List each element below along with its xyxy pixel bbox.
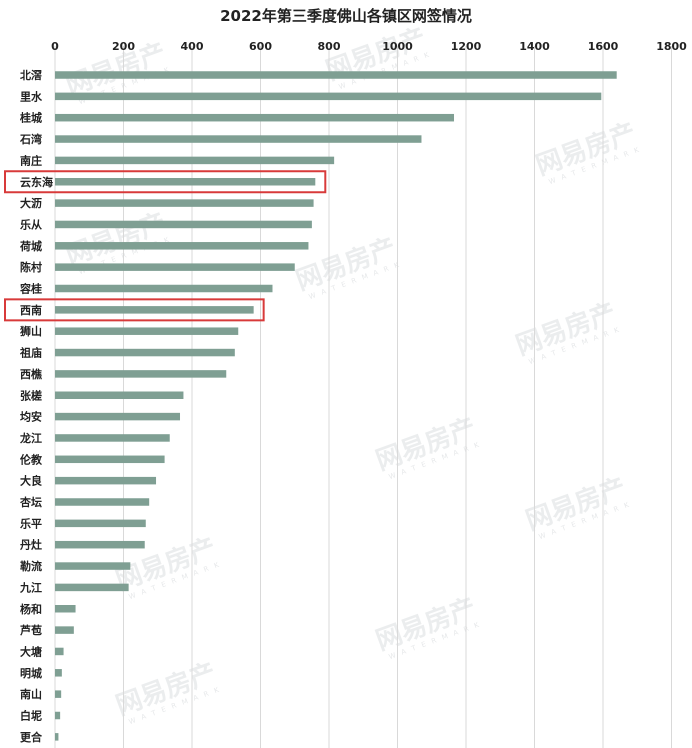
category-label: 云东海: [20, 175, 53, 189]
category-label: 容桂: [19, 282, 42, 296]
x-tick-label: 1000: [382, 40, 413, 53]
bar: [55, 605, 76, 613]
bar: [55, 455, 165, 464]
x-tick-label: 1200: [451, 40, 482, 53]
bar: [55, 583, 129, 592]
category-label: 张槎: [20, 388, 42, 402]
category-label: 更合: [20, 730, 43, 744]
x-tick-label: 200: [112, 40, 135, 53]
bar: [55, 71, 617, 79]
bar: [55, 690, 62, 698]
bar: [55, 476, 157, 485]
bar: [55, 519, 146, 528]
bar: [55, 562, 131, 570]
category-label: 丹灶: [20, 538, 42, 552]
x-tick-label: 1800: [656, 40, 687, 53]
category-label: 均安: [20, 410, 42, 424]
bar: [55, 113, 455, 122]
bar: [55, 178, 316, 186]
bar: [55, 391, 184, 399]
bar: [55, 711, 61, 720]
bar: [55, 498, 150, 506]
bar: [55, 327, 239, 335]
highlight-boxes: [4, 170, 327, 322]
bar: [55, 733, 59, 741]
x-tick-label: 800: [318, 40, 341, 53]
category-label: 狮山: [19, 324, 42, 338]
bar: [55, 135, 422, 143]
category-label: 桂城: [19, 111, 42, 125]
category-label: 南庄: [20, 153, 42, 167]
category-label: 勒流: [20, 559, 42, 573]
category-label: 大沥: [20, 196, 42, 210]
category-label: 明城: [20, 666, 42, 680]
bar: [55, 669, 62, 677]
bar: [55, 199, 314, 207]
bar: [55, 284, 273, 293]
bar: [55, 263, 295, 271]
x-tick-label: 600: [249, 40, 272, 53]
category-label: 南山: [20, 687, 42, 701]
bar: [55, 647, 64, 656]
x-axis-ticks: 0 200 400 600 800 1000 1200 1400 1600 1800: [51, 40, 687, 53]
bar: [55, 348, 235, 357]
bar: [55, 370, 227, 378]
category-label: 乐从: [20, 217, 42, 231]
category-label: 乐平: [20, 516, 42, 530]
bar: [55, 242, 309, 250]
category-labels: 北滘里水桂城石湾南庄云东海大沥乐从荷城陈村容桂西南狮山祖庙西樵张槎均安龙江伦教大…: [19, 68, 53, 744]
category-label: 杨和: [20, 602, 42, 616]
bars: [55, 71, 617, 741]
category-label: 杏坛: [19, 495, 42, 509]
category-label: 里水: [20, 89, 43, 103]
category-label: 陈村: [20, 260, 42, 274]
category-label: 白坭: [20, 709, 42, 723]
highlight-box: [4, 298, 265, 322]
category-label: 龙江: [19, 431, 42, 445]
bar: [55, 156, 335, 165]
category-label: 祖庙: [19, 346, 42, 360]
bar: [55, 306, 254, 314]
bar: [55, 220, 312, 229]
category-label: 大塘: [20, 644, 42, 658]
bar: [55, 92, 602, 101]
bar: [55, 540, 145, 549]
bar: [55, 412, 181, 421]
category-label: 西南: [20, 303, 42, 317]
category-label: 芦苞: [20, 623, 42, 637]
category-label: 石湾: [19, 132, 42, 146]
chart-title: 2022年第三季度佛山各镇区网签情况: [220, 7, 472, 25]
highlight-box: [4, 170, 327, 194]
bar: [55, 626, 74, 634]
x-tick-label: 400: [181, 40, 204, 53]
category-label: 北滘: [20, 68, 42, 82]
x-tick-label: 0: [51, 40, 59, 53]
category-label: 伦教: [20, 452, 43, 466]
category-label: 大良: [20, 474, 42, 488]
category-label: 九江: [19, 580, 42, 594]
category-label: 荷城: [19, 239, 42, 253]
category-label: 西樵: [20, 367, 42, 381]
bar: [55, 434, 170, 442]
x-tick-label: 1600: [588, 40, 619, 53]
x-tick-label: 1400: [519, 40, 550, 53]
